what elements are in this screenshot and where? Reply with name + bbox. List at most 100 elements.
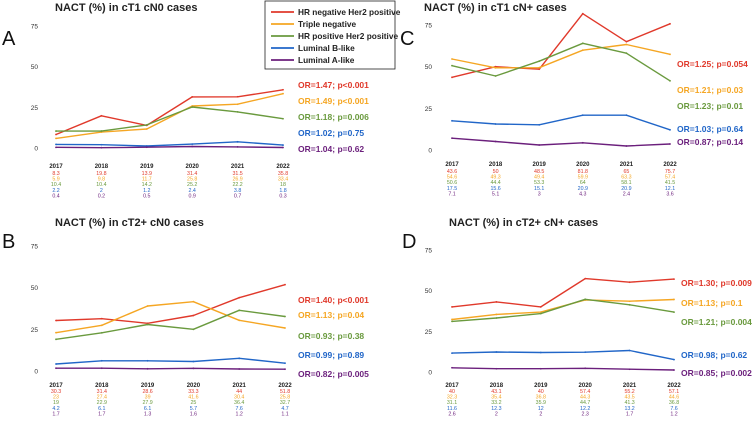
data-point <box>628 303 631 306</box>
data-value-label: 2.2 <box>52 188 59 194</box>
data-value-label: 5.7 <box>190 406 197 412</box>
data-point <box>539 306 542 308</box>
x-tick-label: 2018 <box>490 383 504 389</box>
series-line <box>451 298 675 323</box>
legend-label: HR negative Her2 positive <box>298 7 401 17</box>
data-value-label: 36.8 <box>669 400 679 406</box>
data-point <box>236 110 239 113</box>
x-tick-label: 2017 <box>49 164 63 170</box>
data-point <box>145 124 148 126</box>
data-value-label: 57.1 <box>669 389 679 395</box>
data-point <box>282 88 284 91</box>
data-point <box>495 313 498 316</box>
series-line <box>451 12 671 78</box>
y-tick-label: 25 <box>31 327 39 334</box>
data-point <box>495 367 498 370</box>
data-point <box>628 300 631 303</box>
legend-label: Triple negative <box>298 19 356 29</box>
data-value-label: 48.5 <box>534 169 544 175</box>
y-tick-label: 25 <box>425 329 433 336</box>
or-annotation: OR=1.21; p=0.03 <box>677 85 743 95</box>
x-tick-label: 2021 <box>623 383 637 389</box>
panel-label: A <box>2 28 16 50</box>
data-value-label: 2.3 <box>582 411 589 417</box>
data-point <box>539 311 542 314</box>
data-value-label: 49.4 <box>534 175 544 181</box>
data-point <box>669 128 671 131</box>
x-tick-label: 2022 <box>663 162 677 168</box>
data-point <box>191 106 194 108</box>
x-tick-label: 2018 <box>95 383 109 389</box>
data-value-label: 41.3 <box>624 400 634 406</box>
data-point <box>284 315 286 318</box>
data-value-label: 41.6 <box>188 395 198 401</box>
data-point <box>55 363 57 365</box>
data-value-label: 7.1 <box>448 191 455 197</box>
x-tick-label: 2019 <box>141 383 155 389</box>
data-point <box>146 367 149 370</box>
data-point <box>145 128 148 130</box>
data-point <box>669 143 671 145</box>
data-value-label: 1.2 <box>143 188 150 194</box>
or-annotation: OR=1.13; p=0.1 <box>681 298 743 308</box>
x-tick-label: 2020 <box>186 164 200 170</box>
data-point <box>451 320 453 323</box>
data-value-label: 19.8 <box>96 171 106 177</box>
y-tick-label: 50 <box>425 288 433 295</box>
data-value-label: 20.9 <box>621 186 631 192</box>
data-value-label: 35.9 <box>536 400 546 406</box>
data-point <box>282 92 284 95</box>
or-annotation: OR=1.02; p=0.75 <box>298 128 364 138</box>
data-point <box>282 117 284 120</box>
data-point <box>284 327 286 329</box>
panel-b: B NACT (%) in cT2+ cN0 cases 0 25 50 75 OR=1… <box>2 217 369 417</box>
data-point <box>539 312 542 315</box>
or-annotation: OR=1.03; p=0.64 <box>677 124 743 134</box>
data-value-label: 9.8 <box>98 177 105 183</box>
data-value-label: 33.3 <box>188 389 198 395</box>
data-value-label: 3.8 <box>234 188 241 194</box>
data-point <box>282 146 284 149</box>
data-value-label: 0.7 <box>234 193 241 199</box>
data-point <box>584 367 587 370</box>
y-tick-label: 25 <box>31 105 39 112</box>
legend-label: Luminal B-like <box>298 43 355 53</box>
data-value-label: 36.8 <box>536 395 546 401</box>
series-line <box>55 145 284 149</box>
series-line <box>451 114 671 131</box>
data-value-label: 11.6 <box>447 406 457 412</box>
data-value-label: 3 <box>538 191 541 197</box>
data-point <box>55 367 57 370</box>
data-value-label: 25.8 <box>187 177 197 183</box>
y-tick-label: 50 <box>425 64 433 71</box>
data-point <box>494 123 497 125</box>
data-value-label: 49.3 <box>490 175 500 181</box>
data-value-label: 27.4 <box>97 395 107 401</box>
legend-item: Luminal A-like <box>271 55 355 65</box>
data-value-label: 33.4 <box>278 177 288 183</box>
data-value-label: 6.1 <box>144 406 151 412</box>
data-value-label: 39 <box>145 395 151 401</box>
data-point <box>581 141 584 144</box>
data-point <box>669 22 671 25</box>
data-value-label: 33.2 <box>491 400 501 406</box>
data-value-label: 15.6 <box>490 186 500 192</box>
data-point <box>100 143 103 146</box>
x-tick-label: 2021 <box>620 162 634 168</box>
data-value-label: 26.9 <box>232 177 242 183</box>
data-value-label: 0.9 <box>189 193 196 199</box>
data-point <box>495 351 498 353</box>
data-point <box>284 362 286 365</box>
data-value-label: 35.4 <box>491 395 501 401</box>
data-value-label: 25.2 <box>187 182 197 188</box>
data-point <box>451 137 453 140</box>
or-annotation: OR=1.40; p<0.001 <box>298 295 369 305</box>
data-point <box>100 324 103 327</box>
data-point <box>584 277 587 280</box>
legend-item: HR positive Her2 positive <box>271 31 398 41</box>
data-point <box>625 52 628 55</box>
data-value-label: 63.3 <box>621 175 631 181</box>
legend-label: Luminal A-like <box>298 55 355 65</box>
data-point <box>495 317 498 319</box>
data-point <box>673 358 675 361</box>
